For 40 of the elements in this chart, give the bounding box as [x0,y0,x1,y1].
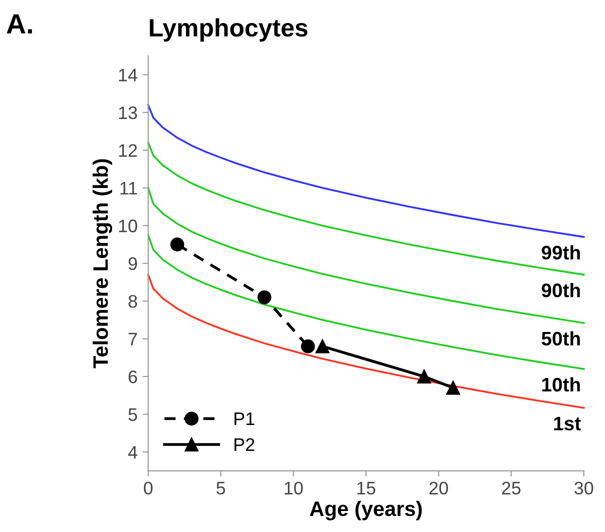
line-series [147,186,585,324]
annotation: 1st [554,416,581,430]
y-tick-label: 9 [128,257,137,270]
x-axis-title: Age (years) [310,500,422,520]
point [446,380,460,395]
annotation: 50th [542,331,580,346]
legend-label: P1 [234,412,254,425]
legend-label: P2 [234,438,254,451]
y-tick-label: 12 [119,144,137,157]
point [316,339,330,354]
point [301,339,315,354]
point [257,290,272,304]
x-tick-label: 5 [216,482,226,494]
line-series [147,234,585,370]
y-tick-label: 6 [128,370,138,384]
line-series [147,104,585,238]
annotation: 10th [542,377,580,392]
y-tick-label: 5 [128,408,138,421]
text: A. [6,14,32,34]
y-axis-title: Telomere Length (kb) [92,159,112,368]
line-series [147,274,585,409]
y-tick-label: 11 [120,182,137,194]
line-series [147,142,585,276]
point [170,238,184,252]
x-tick-label: 25 [502,482,521,494]
x-tick-label: 15 [357,482,376,494]
chart-title: Lymphocytes [150,18,308,42]
x-tick-label: 20 [429,482,448,494]
y-tick-label: 10 [119,220,138,232]
y-tick-label: 8 [128,295,138,308]
point [417,370,432,384]
y-tick-label: 13 [119,106,138,120]
annotation: 99th [542,245,580,260]
x-tick-label: 10 [284,482,303,494]
y-tick-label: 4 [128,446,138,458]
y-tick-label: 14 [119,68,138,82]
x-tick-label: 0 [144,482,153,494]
annotation: 90th [542,282,580,298]
x-tick-label: 30 [574,482,594,494]
y-tick-label: 7 [128,332,137,346]
